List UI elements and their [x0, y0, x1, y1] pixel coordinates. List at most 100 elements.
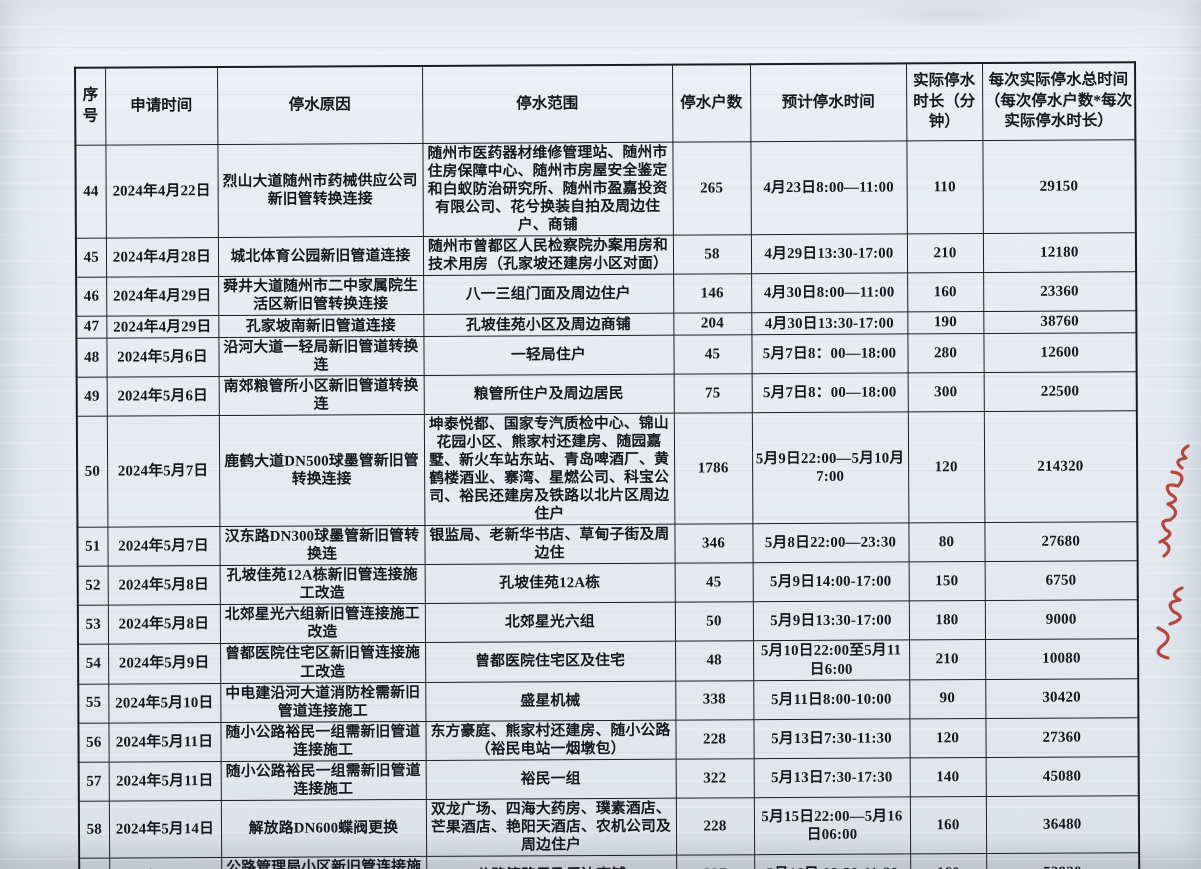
header-households: 停水户数 [672, 64, 751, 143]
cell-duration: 280 [907, 333, 984, 373]
cell-seq: 49 [76, 376, 107, 417]
cell-duration: 210 [909, 639, 986, 680]
cell-planned-time: 5月15日22:00—5月16日06:00 [753, 796, 911, 855]
cell-households: 50 [674, 602, 754, 642]
cell-households: 146 [673, 274, 752, 314]
cell-duration: 190 [907, 311, 984, 334]
table-row: 49 2024年5月6日 南郊粮管所小区新旧管道转换连 粮管所住户及周边居民 7… [76, 371, 1137, 417]
cell-date: 2024年5月8日 [107, 565, 220, 606]
cell-planned-time: 5月9日22:00—5月10月7:00 [751, 411, 909, 524]
cell-scope: 坤泰悦都、国家专汽质检中心、锦山花园小区、熊家村还建房、随园嘉墅、新火车站东站、… [423, 413, 675, 526]
cell-households: 204 [673, 313, 752, 335]
cell-seq: 56 [78, 722, 109, 763]
cell-planned-time: 4月23日8:00—11:00 [750, 140, 907, 235]
cell-reason: 城北体育公园新旧管道连接 [217, 236, 424, 277]
cell-duration: 110 [906, 140, 983, 235]
header-seq: 序号 [75, 67, 106, 146]
cell-duration: 300 [907, 372, 984, 412]
cell-duration: 140 [909, 757, 986, 797]
cell-reason: 孔坡佳苑12A栋新旧管连接施工改造 [219, 564, 425, 605]
cell-households: 322 [675, 758, 754, 798]
header-row: 序号 申请时间 停水原因 停水范围 停水户数 预计停水时间 实际停水时长（分钟）… [75, 62, 1136, 146]
cell-scope: 八一三组门面及周边住户 [423, 274, 674, 315]
cell-planned-time: 5月13日7:30-17:30 [753, 757, 910, 798]
cell-households: 45 [673, 334, 752, 374]
cell-reason: 舜井大道随州市二中家属院生活区新旧管转换连接 [218, 275, 424, 316]
cell-reason: 随小公路裕民一组需新旧管道连接施工 [220, 721, 426, 762]
cell-date: 2024年5月6日 [106, 376, 219, 417]
cell-duration: 160 [909, 796, 987, 854]
cell-scope: 银监局、老新华书店、草甸子街及周边住 [424, 524, 675, 565]
cell-households: 228 [675, 797, 755, 856]
cell-seq: 59 [79, 858, 110, 869]
table-row: 48 2024年5月6日 沿河大道一轻局新旧管道转换连 一轻局住户 45 5月7… [76, 332, 1137, 378]
cell-date: 2024年4月29日 [106, 315, 219, 338]
cell-seq: 55 [78, 683, 109, 723]
cell-total: 53920 [986, 852, 1140, 869]
header-planned: 预计停水时间 [750, 63, 907, 142]
cell-duration: 120 [909, 718, 986, 758]
cell-total: 22500 [983, 371, 1137, 412]
header-date: 申请时间 [105, 67, 218, 146]
cell-planned-time: 5月9日14:00-17:00 [752, 562, 909, 603]
cell-planned-time: 4月30日13:30-17:00 [751, 312, 908, 335]
cell-reason: 烈山大道随州市药械供应公司新旧管转换连接 [217, 143, 423, 238]
cell-date: 2024年5月7日 [106, 415, 220, 528]
red-handwriting-annotation [1156, 444, 1190, 660]
cell-planned-time: 4月30日8:00—11:00 [751, 273, 908, 314]
cell-scope: 盛星机械 [425, 680, 676, 722]
cell-total: 12600 [983, 332, 1137, 373]
cell-scope: 双龙广场、四海大药房、璞素酒店、芒果酒店、艳阳天酒店、农机公司及周边住户 [425, 797, 677, 857]
water-outage-table-wrap: 序号 申请时间 停水原因 停水范围 停水户数 预计停水时间 实际停水时长（分钟）… [74, 61, 1141, 869]
cell-scope: 孔坡佳苑小区及周边商铺 [423, 313, 674, 337]
header-scope: 停水范围 [422, 64, 673, 144]
cell-date: 2024年5月11日 [108, 722, 221, 762]
cell-households: 48 [675, 641, 754, 681]
cell-scope: 随州市医药器材维修管理站、随州市住房保障中心、随州市房屋安全鉴定和白蚁防治研究所… [422, 142, 673, 237]
table-row: 53 2024年5月8日 北郊星光六组新旧管连接施工改造 北郊星光六组 50 5… [77, 600, 1139, 645]
header-duration: 实际停水时长（分钟） [906, 63, 983, 141]
cell-scope: 公路管路局及周边商铺 [426, 855, 677, 869]
cell-scope: 随州市曾都区人民检察院办案用房和技术用房（孔家坡还建房小区对面） [422, 235, 674, 276]
cell-seq: 48 [76, 337, 107, 378]
table-row: 58 2024年5月14日 解放路DN600蝶阀更换 双龙广场、四海大药房、璞素… [78, 795, 1140, 859]
cell-total: 38760 [983, 311, 1137, 334]
cell-total: 29150 [982, 139, 1136, 234]
cell-households: 338 [675, 680, 754, 720]
cell-total: 45080 [985, 756, 1139, 797]
cell-planned-time: 5月9日13:30-17:00 [752, 601, 910, 642]
cell-reason: 鹿鹤大道DN500球墨管新旧管转换连接 [218, 414, 425, 527]
cell-households: 75 [673, 373, 752, 414]
cell-seq: 46 [76, 277, 107, 317]
table-body: 44 2024年4月22日 烈山大道随州市药械供应公司新旧管转换连接 随州市医药… [75, 139, 1140, 869]
cell-seq: 53 [77, 605, 109, 645]
cell-reason: 孔家坡南新旧管道连接 [218, 314, 424, 338]
cell-duration: 120 [907, 411, 985, 524]
cell-scope: 东方豪庭、熊家村还建房、随小公路（裕民电站一烟墩包） [425, 719, 676, 761]
cell-seq: 45 [75, 238, 107, 278]
cell-seq: 58 [78, 800, 110, 859]
table-row: 45 2024年4月28日 城北体育公园新旧管道连接 随州市曾都区人民检察院办案… [75, 232, 1137, 278]
table-row: 55 2024年5月10日 中电建沿河大道消防栓需新旧管道连接施工 盛星机械 3… [78, 678, 1139, 723]
header-reason: 停水原因 [217, 65, 423, 145]
cell-households: 45 [674, 563, 753, 603]
cell-reason: 解放路DN600蝶阀更换 [220, 799, 427, 858]
table-row: 52 2024年5月8日 孔坡佳苑12A栋新旧管连接施工改造 孔坡佳苑12A栋 … [77, 560, 1138, 606]
cell-date: 2024年5月8日 [107, 604, 221, 645]
cell-total: 9000 [984, 600, 1139, 640]
cell-seq: 50 [76, 416, 108, 528]
cell-duration: 80 [908, 522, 985, 563]
cell-duration: 180 [908, 600, 986, 641]
cell-total: 27680 [984, 521, 1138, 562]
cell-seq: 51 [77, 527, 108, 567]
cell-total: 30420 [985, 678, 1139, 719]
cell-duration: 150 [908, 561, 985, 602]
cell-reason: 南郊粮管所小区新旧管道转换连 [218, 375, 424, 416]
cell-total: 12180 [982, 232, 1137, 273]
table-row: 44 2024年4月22日 烈山大道随州市药械供应公司新旧管转换连接 随州市医药… [75, 139, 1136, 239]
cell-seq: 47 [76, 316, 107, 338]
table-row: 50 2024年5月7日 鹿鹤大道DN500球墨管新旧管转换连接 坤泰悦都、国家… [76, 410, 1138, 528]
cell-seq: 44 [75, 145, 106, 239]
cell-scope: 一轻局住户 [423, 334, 674, 376]
cell-scope: 粮管所住户及周边居民 [423, 373, 674, 415]
